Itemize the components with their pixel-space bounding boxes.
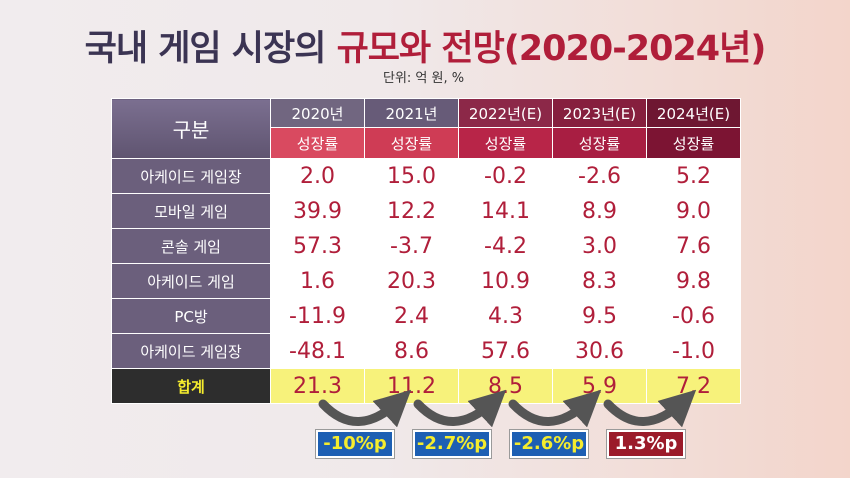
value-cell: -2.6	[552, 158, 647, 194]
unit-note: 단위: 억 원, %	[383, 71, 465, 86]
value-cell: 12.2	[364, 193, 459, 229]
year-header: 2021년	[364, 98, 459, 128]
value-cell: -11.9	[270, 298, 365, 334]
row-label: 아케이드 게임	[111, 263, 271, 299]
table-row: 아케이드 게임장 -48.1 8.6 57.6 30.6 -1.0	[111, 333, 741, 369]
value-cell: -3.7	[364, 228, 459, 264]
value-cell: -0.2	[458, 158, 553, 194]
year-header: 2023년(E)	[552, 98, 647, 128]
value-cell: 5.2	[646, 158, 741, 194]
metric-header: 성장률	[364, 127, 459, 159]
change-badge: -2.7%p	[413, 430, 491, 458]
row-label: PC방	[111, 298, 271, 334]
change-badge: -10%p	[316, 430, 394, 458]
value-cell: -48.1	[270, 333, 365, 369]
year-header: 2022년(E)	[458, 98, 553, 128]
value-cell: 15.0	[364, 158, 459, 194]
year-header-row: 구분 2020년 2021년 2022년(E) 2023년(E) 2024년(E…	[111, 98, 741, 159]
page-title: 국내 게임 시장의 규모와 전망(2020-2024년)	[0, 20, 850, 71]
row-label: 아케이드 게임장	[111, 333, 271, 369]
table-row: 아케이드 게임장 2.0 15.0 -0.2 -2.6 5.2	[111, 158, 741, 194]
row-label: 아케이드 게임장	[111, 158, 271, 194]
change-badge: -2.6%p	[510, 430, 588, 458]
value-cell: 1.6	[270, 263, 365, 299]
change-badge: 1.3%p	[607, 430, 685, 458]
metric-header-row: 성장률 성장률 성장률 성장률 성장률	[112, 127, 741, 159]
value-cell: 8.6	[364, 333, 459, 369]
trend-arrow	[413, 389, 507, 428]
value-cell: 8.9	[552, 193, 647, 229]
value-cell: 8.3	[552, 263, 647, 299]
table-row: 아케이드 게임 1.6 20.3 10.9 8.3 9.8	[111, 263, 741, 299]
trend-arrow	[508, 389, 602, 428]
row-label: 모바일 게임	[111, 193, 271, 229]
trend-arrow	[318, 389, 412, 428]
total-cell: 21.3	[270, 368, 365, 404]
value-cell: 14.1	[458, 193, 553, 229]
value-cell: -1.0	[646, 333, 741, 369]
table-row: PC방 -11.9 2.4 4.3 9.5 -0.6	[111, 298, 741, 334]
value-cell: 30.6	[552, 333, 647, 369]
table-row: 모바일 게임 39.9 12.2 14.1 8.9 9.0	[111, 193, 741, 229]
value-cell: 9.0	[646, 193, 741, 229]
metric-header: 성장률	[270, 127, 365, 159]
growth-table: 구분 2020년 2021년 2022년(E) 2023년(E) 2024년(E…	[111, 98, 741, 404]
row-label: 콘솔 게임	[111, 228, 271, 264]
metric-header: 성장률	[552, 127, 647, 159]
trend-arrow	[603, 389, 697, 428]
value-cell: 7.6	[646, 228, 741, 264]
total-label: 합계	[111, 368, 271, 404]
value-cell: 10.9	[458, 263, 553, 299]
value-cell: 2.0	[270, 158, 365, 194]
value-cell: 39.9	[270, 193, 365, 229]
title-main: 국내 게임 시장의	[84, 29, 337, 69]
value-cell: -4.2	[458, 228, 553, 264]
value-cell: 9.8	[646, 263, 741, 299]
title-accent: 규모와 전망(2020-2024년)	[336, 29, 767, 69]
value-cell: 4.3	[458, 298, 553, 334]
metric-header: 성장률	[458, 127, 553, 159]
year-header: 2024년(E)	[646, 98, 741, 128]
table-row: 콘솔 게임 57.3 -3.7 -4.2 3.0 7.6	[111, 228, 741, 264]
